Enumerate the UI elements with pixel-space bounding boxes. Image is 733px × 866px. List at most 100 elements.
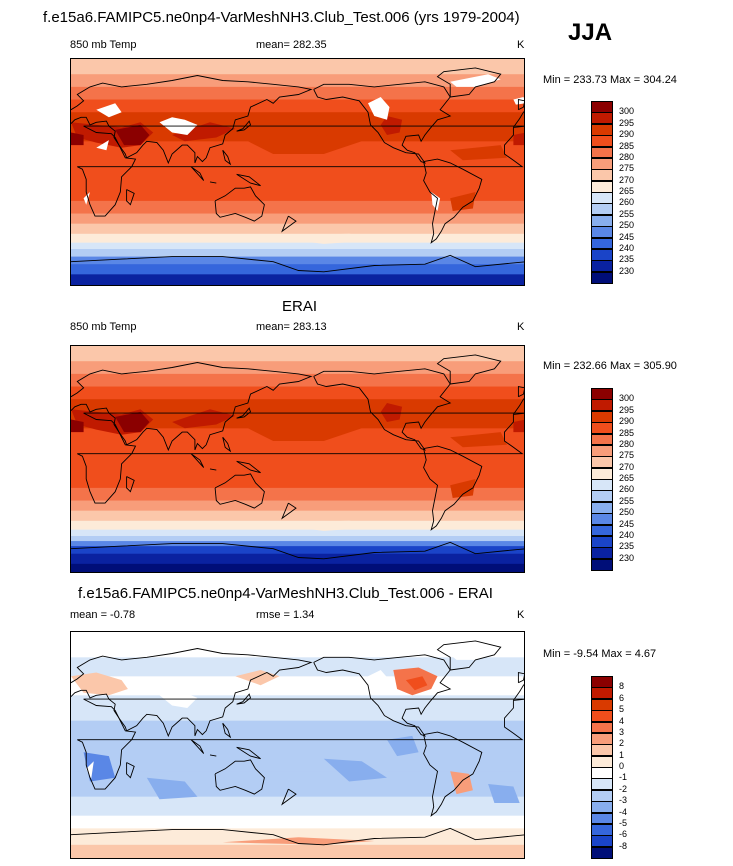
coastline: [236, 407, 252, 419]
warm-region: [247, 135, 362, 154]
temperature-band: [71, 74, 524, 88]
panel2-colorbar-swatch: [591, 558, 613, 571]
temperature-band: [71, 553, 524, 565]
coastline: [77, 698, 524, 790]
panel3-colorbar-swatch: [591, 721, 613, 734]
panel3-colorbar-swatch: [591, 676, 613, 688]
coastline: [236, 460, 261, 474]
coastline: [214, 473, 265, 509]
panel3-colorbar-tick-label: -3: [619, 795, 628, 806]
panel1-colorbar-swatch: [591, 112, 613, 125]
warm-anomaly: [405, 676, 428, 691]
missing-data: [96, 103, 122, 118]
figure-title: f.e15a6.FAMIPC5.ne0np4-VarMeshNH3.Club_T…: [43, 9, 520, 26]
panel2-colorbar-swatch: [591, 456, 613, 469]
temperature-band: [71, 487, 524, 502]
coastline: [517, 98, 524, 111]
difference-band: [71, 695, 524, 722]
panel3-colorbar-tick-label: -4: [619, 806, 628, 817]
coastline: [214, 186, 265, 222]
temperature-band: [71, 213, 524, 225]
panel3-colorbar-swatch: [591, 835, 613, 848]
panel3-colorbar-tick-label: 2: [619, 738, 625, 749]
warm-region: [247, 422, 362, 441]
season-label: JJA: [568, 19, 613, 46]
panel3-units-label: K: [517, 609, 525, 621]
coastline: [436, 640, 502, 671]
panel1-colorbar-swatch: [591, 214, 613, 227]
warm-anomaly: [71, 672, 128, 696]
temperature-band: [71, 546, 524, 555]
panel1-colorbar-tick-label: 230: [619, 265, 635, 276]
panel2-left-label: 850 mb Temp: [70, 321, 137, 333]
panel3-colorbar-swatch: [591, 732, 613, 745]
temperature-band: [71, 541, 524, 547]
panel3-colorbar-swatch: [591, 755, 613, 768]
panel3-colorbar-tick-label: -6: [619, 829, 628, 840]
hot-region: [172, 409, 236, 429]
panel2-colorbar-tick-label: 285: [619, 427, 635, 438]
panel3-colorbar-tick-label: -8: [619, 840, 628, 851]
hot-core: [71, 419, 84, 433]
panel1-colorbar-tick-label: 235: [619, 254, 635, 265]
coastline: [281, 788, 297, 806]
panel3-colorbar-swatch: [591, 744, 613, 757]
coastline: [209, 754, 217, 757]
coastline: [126, 476, 135, 493]
panel1-minmax-label: Min = 233.73 Max = 304.24: [543, 74, 677, 86]
panel3-colorbar-swatch: [591, 767, 613, 779]
hot-region: [380, 116, 403, 135]
temperature-band: [71, 361, 524, 375]
missing-data: [450, 74, 501, 87]
panel2-colorbar-tick-label: 280: [619, 438, 635, 449]
cold-anomaly: [488, 784, 520, 803]
missing-data: [368, 670, 390, 693]
cool-region: [260, 233, 400, 244]
panel2-minmax-label: Min = 232.66 Max = 305.90: [543, 360, 677, 372]
coastline: [236, 746, 261, 760]
panel2-colorbar-tick-label: 290: [619, 416, 635, 427]
panel1-map-svg: [71, 59, 524, 285]
hot-region: [513, 132, 524, 146]
coastline: [71, 75, 313, 165]
panel1-colorbar-swatch: [591, 101, 613, 113]
cold-anomaly: [323, 758, 387, 782]
temperature-band: [71, 563, 524, 572]
panel2-colorbar-swatch: [591, 433, 613, 446]
panel2-colorbar-swatch: [591, 501, 613, 514]
panel1-colorbar-tick-label: 255: [619, 208, 635, 219]
panel1-colorbar-tick-label: 295: [619, 117, 635, 128]
coastline: [436, 354, 502, 385]
panel1-colorbar-swatch: [591, 146, 613, 159]
panel2-colorbar-swatch: [591, 490, 613, 503]
temperature-band: [71, 256, 524, 265]
coastline: [126, 189, 135, 206]
coastline: [423, 158, 483, 244]
coastline: [313, 368, 452, 451]
panel1-mean-label: mean= 282.35: [256, 39, 327, 51]
panel2-colorbar-tick-label: 255: [619, 495, 635, 506]
panel2-colorbar-tick-label: 260: [619, 484, 635, 495]
temperature-band: [71, 179, 524, 202]
panel3-colorbar-swatch: [591, 846, 613, 859]
cold-anomaly: [387, 735, 419, 757]
panel3-colorbar-swatch: [591, 687, 613, 700]
temperature-band: [71, 529, 524, 537]
warm-region: [450, 192, 476, 211]
panel2-mean-label: mean= 283.13: [256, 321, 327, 333]
temperature-band: [71, 386, 524, 400]
coastline: [513, 684, 524, 701]
panel1-units-label: K: [517, 39, 525, 51]
cool-region: [260, 520, 400, 531]
hot-core: [71, 132, 84, 146]
missing-data: [450, 647, 501, 660]
panel2-colorbar-swatch: [591, 410, 613, 423]
cold-anomaly: [146, 777, 198, 800]
coastline: [236, 693, 252, 705]
panel1-colorbar-tick-label: 280: [619, 151, 635, 162]
panel1-left-label: 850 mb Temp: [70, 39, 137, 51]
panel1-colorbar-swatch: [591, 192, 613, 204]
panel1-colorbar-tick-label: 275: [619, 163, 635, 174]
panel1-colorbar-tick-label: 285: [619, 140, 635, 151]
temperature-band: [71, 399, 524, 413]
